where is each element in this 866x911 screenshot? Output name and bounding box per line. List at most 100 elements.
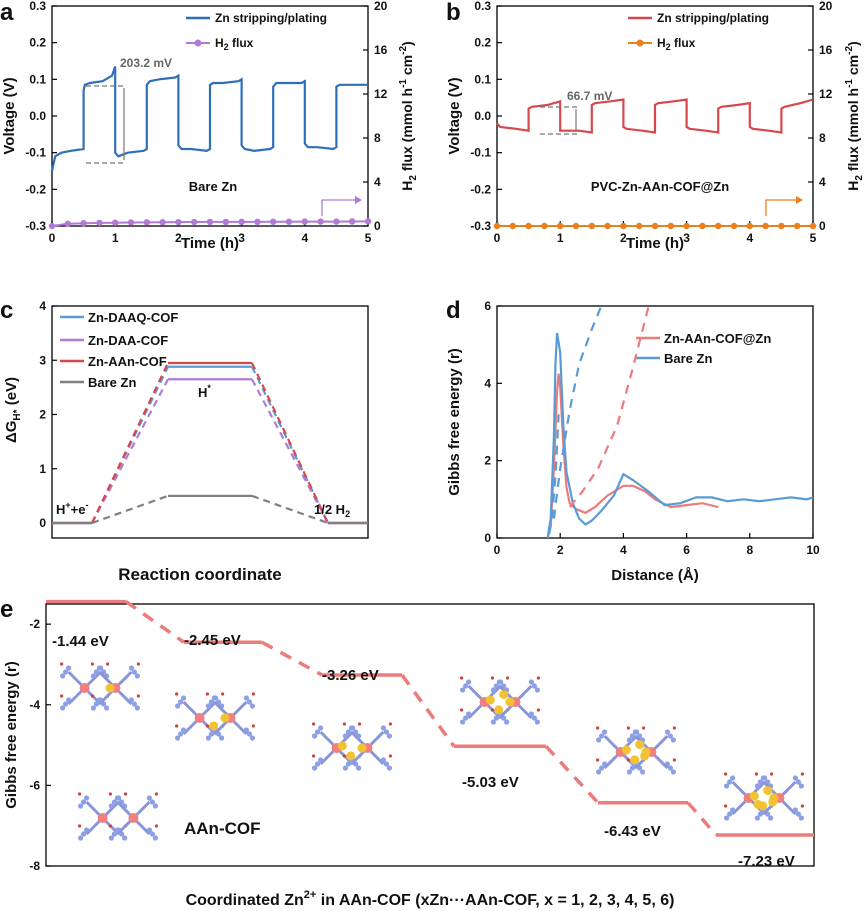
atom-zn	[768, 797, 778, 807]
h2-flux-point	[620, 222, 627, 230]
atom-c	[463, 683, 469, 689]
y-tick-label: 0	[484, 531, 491, 545]
atom-zn	[749, 791, 759, 801]
atom-c	[386, 733, 392, 739]
atom-c	[178, 731, 184, 737]
y2-tick-label: 16	[374, 43, 388, 57]
y-tick-label: 3	[39, 353, 46, 367]
atom-c	[504, 719, 510, 725]
atom-c	[246, 731, 252, 737]
atom-c	[466, 679, 472, 685]
panel-e-letter: e	[0, 596, 13, 623]
atom-o	[136, 694, 140, 698]
atom-c	[528, 679, 535, 685]
atom-c	[493, 715, 499, 721]
panel-a-legend-zn: Zn stripping/plating	[215, 11, 327, 25]
atom-o	[60, 694, 64, 698]
h2-flux-point	[809, 222, 817, 230]
atom-c	[249, 735, 255, 741]
atom-c	[667, 765, 674, 771]
y2-tick-label: 0	[819, 219, 826, 233]
atom-c	[768, 815, 774, 821]
atom-c	[757, 811, 764, 817]
h2-flux-point	[509, 222, 516, 230]
y-tick-label: -0.2	[470, 182, 491, 196]
atom-core	[97, 813, 108, 823]
atom-o	[312, 754, 316, 758]
atom-c	[596, 737, 602, 743]
panel-b-label: PVC-Zn-AAn-COF@Zn	[591, 179, 729, 194]
e-connector-0	[124, 600, 186, 644]
x-tick-label: 0	[494, 231, 501, 245]
panel-b-ylabel: Voltage (V)	[446, 77, 463, 154]
atom-o	[724, 804, 728, 808]
y-tick-label: 0.3	[474, 0, 491, 13]
atom-zn	[763, 786, 773, 796]
panel-c-y-ticks: 0 1 2 3 4	[39, 299, 57, 530]
atom-c	[342, 765, 348, 771]
atom-o	[388, 722, 392, 726]
y-tick-label: -0.2	[25, 182, 46, 196]
panel-c-end-label: 1/2 H2	[314, 502, 350, 519]
atom-c	[534, 719, 541, 725]
h2-flux-point	[159, 219, 166, 226]
x-tick-label: 2	[557, 543, 564, 557]
panel-d-legend-1: Zn-AAn-COF@Zn	[664, 331, 771, 346]
y2-tick-label: 12	[374, 87, 388, 101]
atom-c	[128, 697, 134, 703]
x-tick-label: 10	[806, 543, 820, 557]
atom-c	[798, 815, 805, 821]
atom-o	[770, 772, 774, 776]
atom-c	[356, 765, 362, 771]
atom-c	[493, 683, 499, 689]
h2-flux-point	[493, 222, 501, 230]
atom-o	[251, 724, 255, 728]
panel-a-left-ticks: -0.3 -0.2 -0.1 0.0 0.1 0.2 0.3	[25, 0, 57, 233]
h2-flux-point	[794, 222, 801, 230]
atom-c	[730, 807, 736, 813]
atom-o	[106, 662, 110, 666]
atom-core	[79, 683, 90, 693]
structure-4	[460, 676, 541, 725]
atom-c	[528, 711, 535, 717]
panel-d-series	[546, 305, 814, 539]
atom-c	[243, 727, 249, 733]
atom-c	[63, 669, 69, 675]
atom-c	[243, 695, 249, 701]
panel-b-letter: b	[446, 0, 461, 26]
structure-aan-cof	[78, 792, 158, 841]
e-level-label: -2.45 eV	[184, 632, 241, 649]
atom-c	[96, 665, 102, 671]
atom-c	[131, 669, 137, 675]
y-tick-label: 4	[484, 376, 491, 390]
atom-c	[599, 765, 605, 771]
x-tick-label: 3	[238, 231, 245, 245]
panel-a-y2label: H2 flux (mmol h-1 cm-2)	[398, 41, 419, 190]
atom-c	[208, 731, 214, 737]
atom-c	[383, 761, 389, 767]
h2-flux-point	[762, 222, 769, 230]
atom-c	[463, 715, 469, 721]
h2-flux-point	[778, 222, 785, 230]
atom-c	[792, 807, 799, 813]
c-connector-up	[91, 494, 169, 525]
atom-c	[342, 733, 348, 739]
h2-flux-point	[127, 219, 135, 226]
panel-c: c 0 1 2 3 4 Reaction coordinate ΔGH* (eV) Zn…	[0, 297, 369, 584]
x-tick-label: 2	[175, 231, 182, 245]
d-series-4	[552, 305, 603, 519]
atom-o	[596, 726, 600, 730]
x-tick-label: 4	[620, 543, 627, 557]
atom-c	[490, 687, 496, 693]
y-tick-label: 0.0	[474, 109, 491, 123]
y-tick-label: 0.1	[474, 72, 491, 86]
atom-o	[342, 722, 346, 726]
atom-c	[664, 761, 671, 767]
atom-c	[318, 725, 324, 731]
e-level-label: -3.26 eV	[322, 667, 379, 684]
atom-c	[312, 765, 318, 771]
atom-c	[727, 811, 733, 817]
atom-zn	[499, 690, 509, 700]
atom-c	[312, 733, 318, 739]
h2-flux-point	[651, 222, 659, 230]
